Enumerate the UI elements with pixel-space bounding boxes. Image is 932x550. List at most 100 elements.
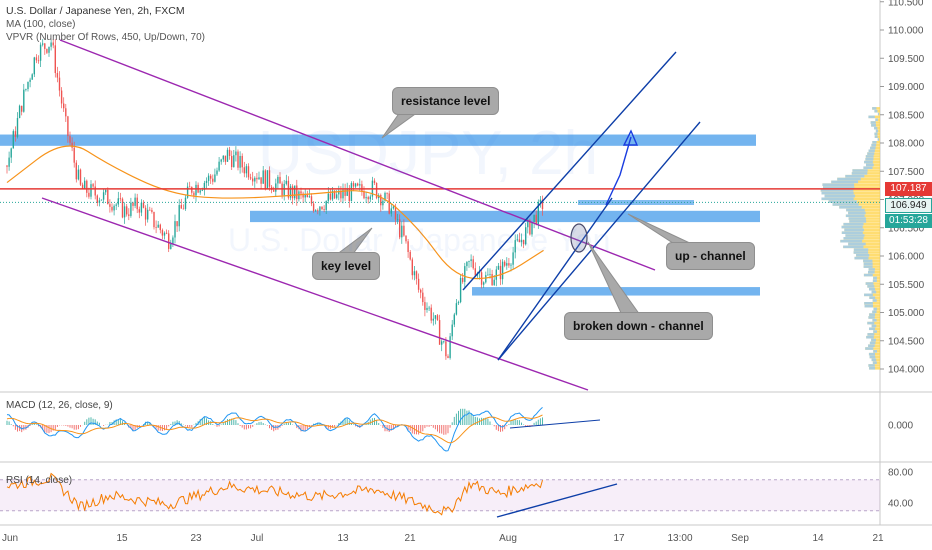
candle-body	[512, 252, 514, 265]
candle-body	[44, 43, 46, 49]
projection-arrowhead	[622, 129, 639, 146]
candle-body	[8, 157, 10, 167]
ma-legend[interactable]: MA (100, close)	[6, 19, 76, 30]
macd-histogram-bar	[222, 423, 224, 425]
candle-body	[504, 261, 506, 266]
price-tick-label: 107.500	[888, 167, 925, 178]
candle-body	[16, 118, 19, 137]
candle-body	[373, 180, 376, 183]
candle-body	[184, 197, 187, 209]
candle-body	[159, 224, 161, 231]
candle-body	[445, 341, 447, 357]
candle-body	[241, 155, 243, 168]
candle-body	[312, 203, 315, 212]
macd-histogram-bar	[283, 423, 285, 425]
symbol-title[interactable]: U.S. Dollar / Japanese Yen, 2h, FXCM	[6, 5, 185, 17]
candle-body	[254, 177, 256, 182]
volume-bar-up	[849, 220, 867, 223]
macd-histogram-bar	[302, 425, 304, 432]
candle-body	[277, 176, 279, 184]
candle-body	[346, 189, 348, 196]
vpvr-legend[interactable]: VPVR (Number Of Rows, 450, Up/Down, 70)	[6, 32, 205, 43]
macd-histogram-bar	[42, 425, 44, 430]
macd-histogram-bar	[245, 425, 247, 430]
macd-histogram-bar	[422, 425, 424, 432]
volume-bar-up	[865, 155, 874, 158]
macd-histogram-bar	[460, 408, 462, 425]
macd-histogram-bar	[497, 425, 499, 432]
macd-histogram-bar	[176, 420, 178, 425]
up-channel-lower-line[interactable]	[497, 121, 701, 361]
macd-histogram-bar	[342, 419, 344, 425]
candle-body	[14, 131, 17, 137]
up-channel-callout[interactable]: up - channel	[666, 242, 755, 270]
volume-bar-up	[869, 313, 876, 316]
macd-histogram-bar	[75, 425, 77, 430]
macd-histogram-bar	[54, 425, 56, 430]
volume-bar-up	[871, 324, 877, 328]
candle-body	[77, 169, 80, 180]
candle-body	[357, 183, 359, 186]
projection-arrow[interactable]	[605, 136, 632, 206]
up-trend-support-line[interactable]	[497, 197, 613, 361]
volume-bar-up	[872, 141, 877, 144]
candle-body	[243, 167, 245, 174]
volume-bar-up	[846, 208, 865, 212]
macd-histogram-bar	[71, 425, 73, 429]
macd-histogram-bar	[350, 423, 352, 425]
candle-body	[422, 292, 424, 303]
candle-body	[350, 183, 353, 202]
candle-body	[279, 176, 281, 184]
candle-body	[178, 205, 180, 227]
candle-body	[176, 221, 178, 227]
candle-body	[464, 266, 466, 282]
volume-bar-up	[865, 282, 874, 285]
macd-trend-line[interactable]	[509, 419, 601, 429]
macd-histogram-bar	[33, 423, 35, 425]
macd-histogram-bar	[77, 425, 79, 430]
macd-histogram-bar	[510, 420, 512, 425]
candle-body	[319, 206, 321, 211]
time-axis-ticks[interactable]: Jun 15 23 Jul 13 21 Aug 17 13:00 Sep 14 21	[2, 533, 884, 544]
candle-body	[533, 214, 535, 223]
breakout-ellipse[interactable]	[570, 223, 588, 253]
time-tick-label: Jul	[251, 533, 264, 544]
macd-histogram-bar	[69, 425, 71, 428]
volume-bar-up	[871, 124, 877, 127]
candle-body	[525, 227, 527, 245]
candle-body	[21, 105, 23, 112]
macd-histogram-bar	[378, 423, 380, 425]
candle-body	[417, 278, 420, 290]
time-tick-label: 15	[116, 533, 128, 544]
candle-body	[151, 210, 153, 212]
candle-body	[174, 221, 176, 238]
candle-body	[537, 201, 539, 224]
key-level-callout[interactable]: key level	[312, 252, 381, 280]
down-channel-lower-line[interactable]	[41, 197, 589, 391]
macd-histogram-bar	[418, 425, 420, 435]
candle-body	[237, 151, 239, 168]
macd-histogram-bar	[166, 425, 168, 430]
volume-bar-up	[867, 285, 875, 288]
macd-legend[interactable]: MACD (12, 26, close, 9)	[6, 400, 113, 411]
time-tick-label: 17	[613, 533, 625, 544]
down-channel-upper-line[interactable]	[59, 39, 656, 271]
macd-histogram-bar	[464, 408, 466, 425]
rsi-legend[interactable]: RSI (14, close)	[6, 475, 73, 486]
candle-body	[516, 239, 518, 241]
up-channel-upper-line[interactable]	[462, 51, 677, 291]
macd-histogram-bar	[172, 421, 174, 425]
macd-histogram-bar	[493, 425, 495, 427]
rsi-trend-line[interactable]	[496, 483, 618, 518]
candle-body	[420, 289, 422, 293]
price-axis-ticks[interactable]: 104.000 104.500 105.000 105.500 106.000 106.5…	[880, 0, 925, 376]
macd-histogram-bar	[388, 425, 390, 432]
resistance-level-callout[interactable]: resistance level	[392, 87, 500, 115]
broken-channel-callout[interactable]: broken down - channel	[564, 312, 713, 340]
candle-body	[235, 151, 237, 156]
macd-histogram-bar	[122, 421, 123, 425]
candle-body	[203, 182, 206, 190]
volume-bar-up	[821, 197, 854, 201]
volume-bar-up	[824, 194, 856, 198]
